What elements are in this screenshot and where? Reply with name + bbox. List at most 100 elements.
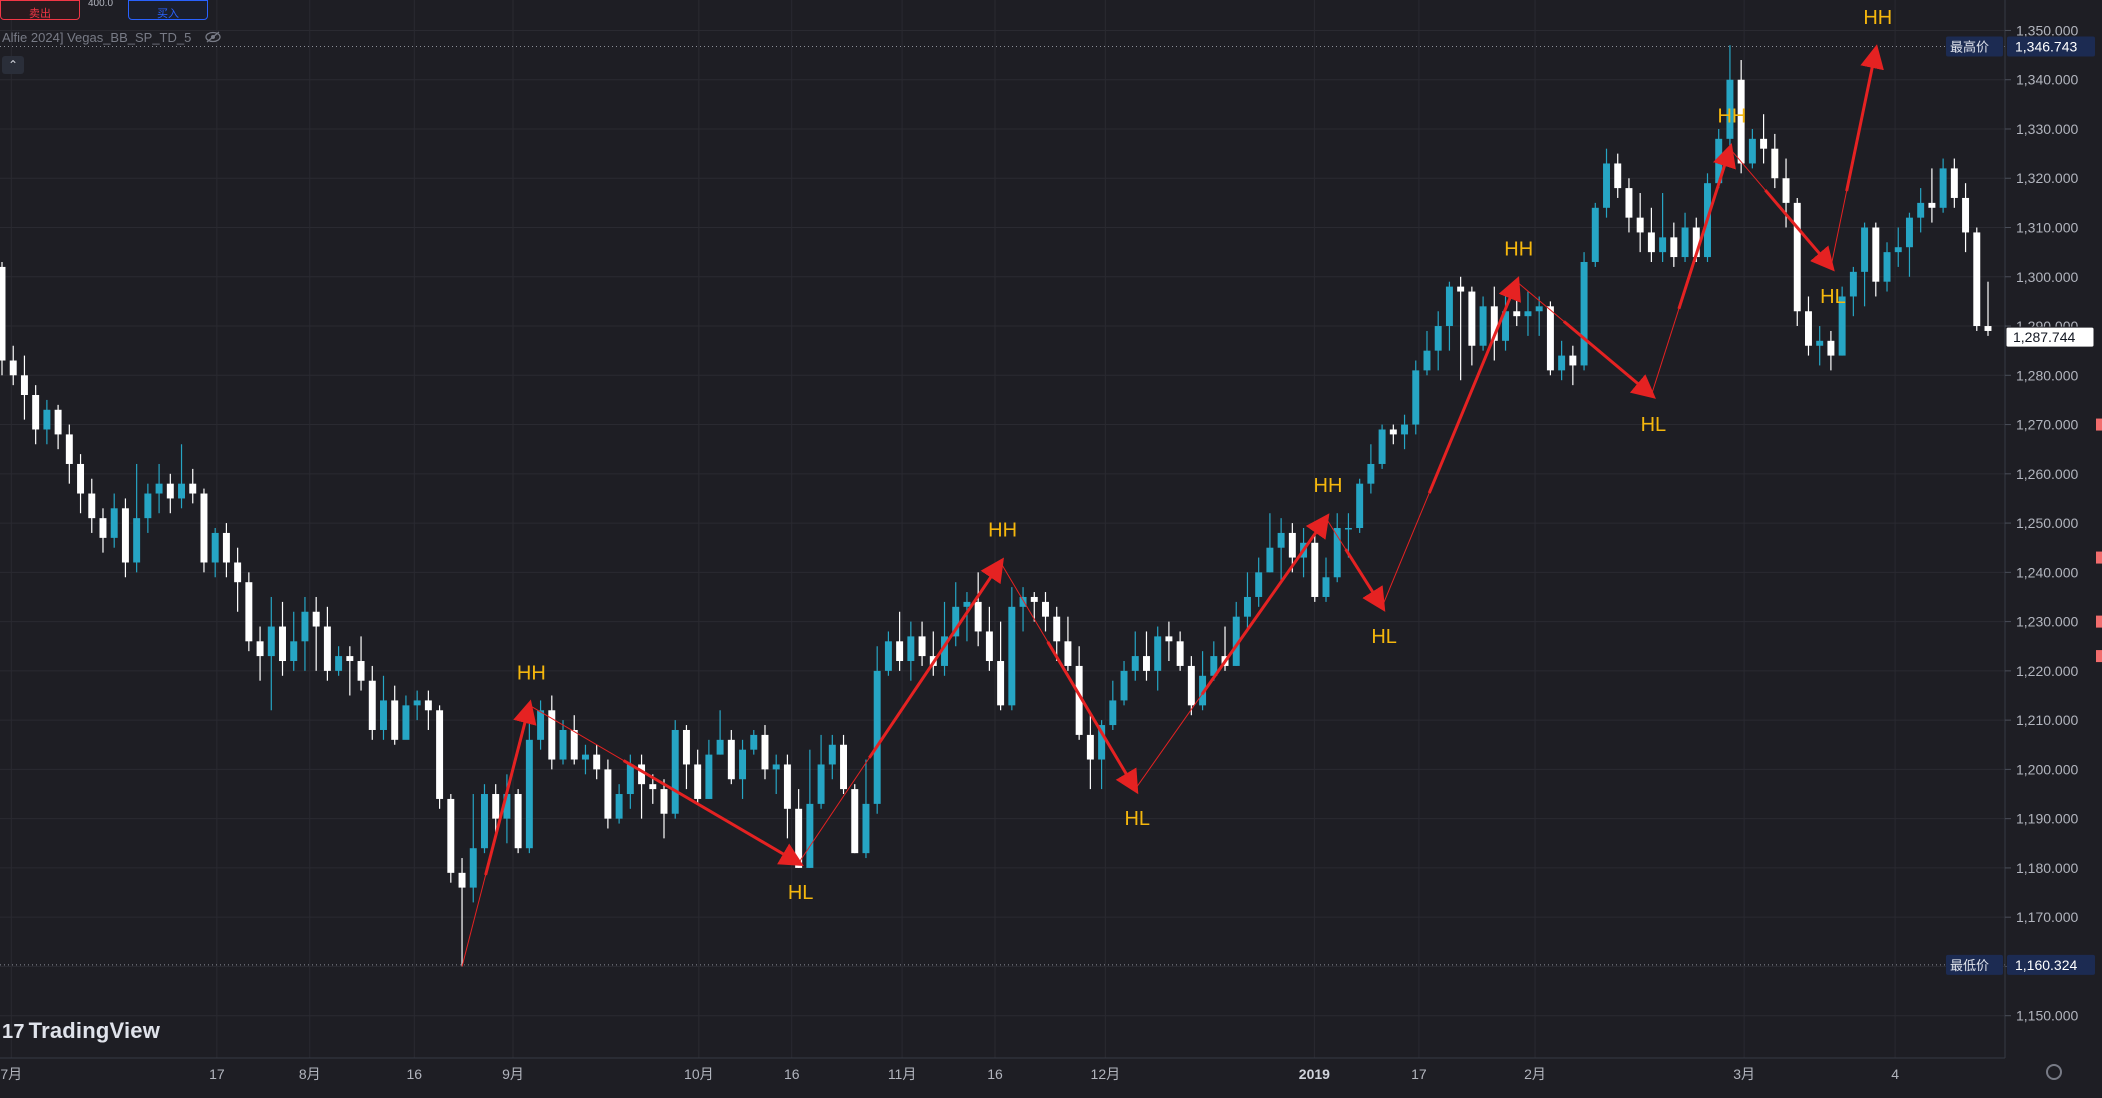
spread-value: 400.0 xyxy=(88,0,114,9)
settings-gear-icon[interactable] xyxy=(2046,1064,2062,1080)
time-tick-label: 12月 xyxy=(1091,1066,1121,1082)
candle-body xyxy=(1109,700,1117,726)
candle-body xyxy=(840,744,848,790)
candle-body xyxy=(1042,601,1049,617)
swing-arrow xyxy=(1845,44,1884,192)
candle-body xyxy=(1333,528,1341,578)
candle-body xyxy=(380,700,387,730)
low-badge-label: 最低价 xyxy=(1950,958,1989,973)
candle-body xyxy=(873,670,881,804)
tradingview-logo[interactable]: 17 TradingView xyxy=(2,1018,160,1044)
price-tick-label: 1,280.000 xyxy=(2016,367,2078,383)
candle-body xyxy=(1064,641,1072,666)
candle-body xyxy=(20,375,28,395)
price-tick-label: 1,300.000 xyxy=(2016,269,2078,285)
candle-body xyxy=(1737,79,1745,164)
candle-body xyxy=(896,641,904,662)
candle-body xyxy=(200,493,208,563)
candle-body xyxy=(593,754,601,770)
indicator-legend[interactable]: Alfie 2024] Vegas_BB_SP_TD_5 xyxy=(2,30,221,46)
candle-body xyxy=(1692,227,1700,258)
candle-body xyxy=(480,794,488,849)
candle-body xyxy=(1288,532,1296,558)
swing-arrow xyxy=(1427,276,1521,494)
time-tick-label: 9月 xyxy=(502,1066,524,1082)
candle-body xyxy=(615,794,623,819)
candle-body xyxy=(1580,261,1588,366)
time-tick-label: 2月 xyxy=(1524,1066,1546,1082)
candle-body xyxy=(1950,168,1958,198)
candle-body xyxy=(1232,616,1240,666)
candle-body xyxy=(54,409,62,435)
low-badge-label-bg xyxy=(1946,954,2003,975)
candle-body xyxy=(660,789,668,814)
time-tick-label: 11月 xyxy=(888,1066,917,1082)
candle-body xyxy=(1187,665,1195,706)
collapse-chevron-icon[interactable]: ⌃ xyxy=(2,56,24,74)
candle-body xyxy=(189,483,197,494)
candle-body xyxy=(447,798,455,873)
price-tick-label: 1,210.000 xyxy=(2016,712,2078,728)
edge-marker xyxy=(2096,551,2102,564)
candle-body xyxy=(1793,202,1801,312)
candle-body xyxy=(525,739,533,849)
candle-body xyxy=(884,641,892,671)
candle-body xyxy=(1008,606,1016,706)
candle-body xyxy=(1513,311,1521,317)
candle-body xyxy=(1614,163,1622,189)
candle-body xyxy=(0,266,6,361)
candle-body xyxy=(1142,656,1150,671)
candle-body xyxy=(458,872,466,888)
candle-body xyxy=(604,769,612,819)
time-tick-label: 8月 xyxy=(299,1066,321,1082)
time-axis[interactable]: 7月 17 8月 16 9月 10月 16 11月 16 12月 2019 17 2月 3月 4 xyxy=(0,1057,2005,1098)
price-tick-label: 1,250.000 xyxy=(2016,515,2078,531)
tradingview-logo-mark: 17 xyxy=(2,1021,25,1043)
candle-body xyxy=(211,532,219,563)
candle-body xyxy=(469,848,477,888)
candle-body xyxy=(32,394,40,430)
price-tick-label: 1,260.000 xyxy=(2016,466,2078,482)
candle-body xyxy=(1030,596,1038,602)
low-badge-value: 1,160.324 xyxy=(2015,957,2077,973)
candle-body xyxy=(705,754,713,799)
price-tick-label: 1,350.000 xyxy=(2016,22,2078,38)
time-tick-label: 16 xyxy=(987,1066,1003,1082)
candle-body xyxy=(997,661,1005,706)
edge-marker xyxy=(2096,615,2102,628)
candle-body xyxy=(368,680,376,730)
candle-body xyxy=(312,611,320,627)
hide-eye-icon[interactable] xyxy=(205,31,221,46)
candle-body xyxy=(941,636,948,666)
price-tick-label: 1,230.000 xyxy=(2016,614,2078,630)
candle-body xyxy=(1389,429,1397,435)
candle-body xyxy=(1625,188,1633,218)
time-tick-label: 10月 xyxy=(684,1066,714,1082)
candle-body xyxy=(1445,286,1453,327)
candle-body xyxy=(1535,306,1543,312)
candle-body xyxy=(1243,596,1251,617)
candle-body xyxy=(1928,202,1936,208)
price-axis[interactable]: 1,350.000 1,340.000 1,330.000 1,320.000 1,31… xyxy=(1946,0,2102,1098)
swing-arrow xyxy=(1764,189,1835,272)
candle-body xyxy=(234,562,242,583)
candle-body xyxy=(1816,340,1824,346)
candle-body xyxy=(1378,429,1386,464)
swing-arrow xyxy=(868,557,1004,759)
candle-body xyxy=(1591,207,1599,262)
candle-body xyxy=(974,601,982,632)
candle-body xyxy=(1905,217,1913,248)
candle-body xyxy=(110,508,118,538)
price-tick-label: 1,340.000 xyxy=(2016,72,2078,88)
candle-body xyxy=(548,710,556,760)
candle-body xyxy=(1423,350,1431,371)
swing-arrow xyxy=(1046,641,1139,795)
swing-label: HH xyxy=(1717,106,1746,128)
buy-button[interactable]: 买入 xyxy=(128,0,208,20)
price-tick-label: 1,320.000 xyxy=(2016,170,2078,186)
sell-button[interactable]: 卖出 xyxy=(0,0,80,20)
candle-body xyxy=(1322,577,1330,597)
candle-body xyxy=(133,518,141,563)
price-tick-label: 1,200.000 xyxy=(2016,761,2078,777)
